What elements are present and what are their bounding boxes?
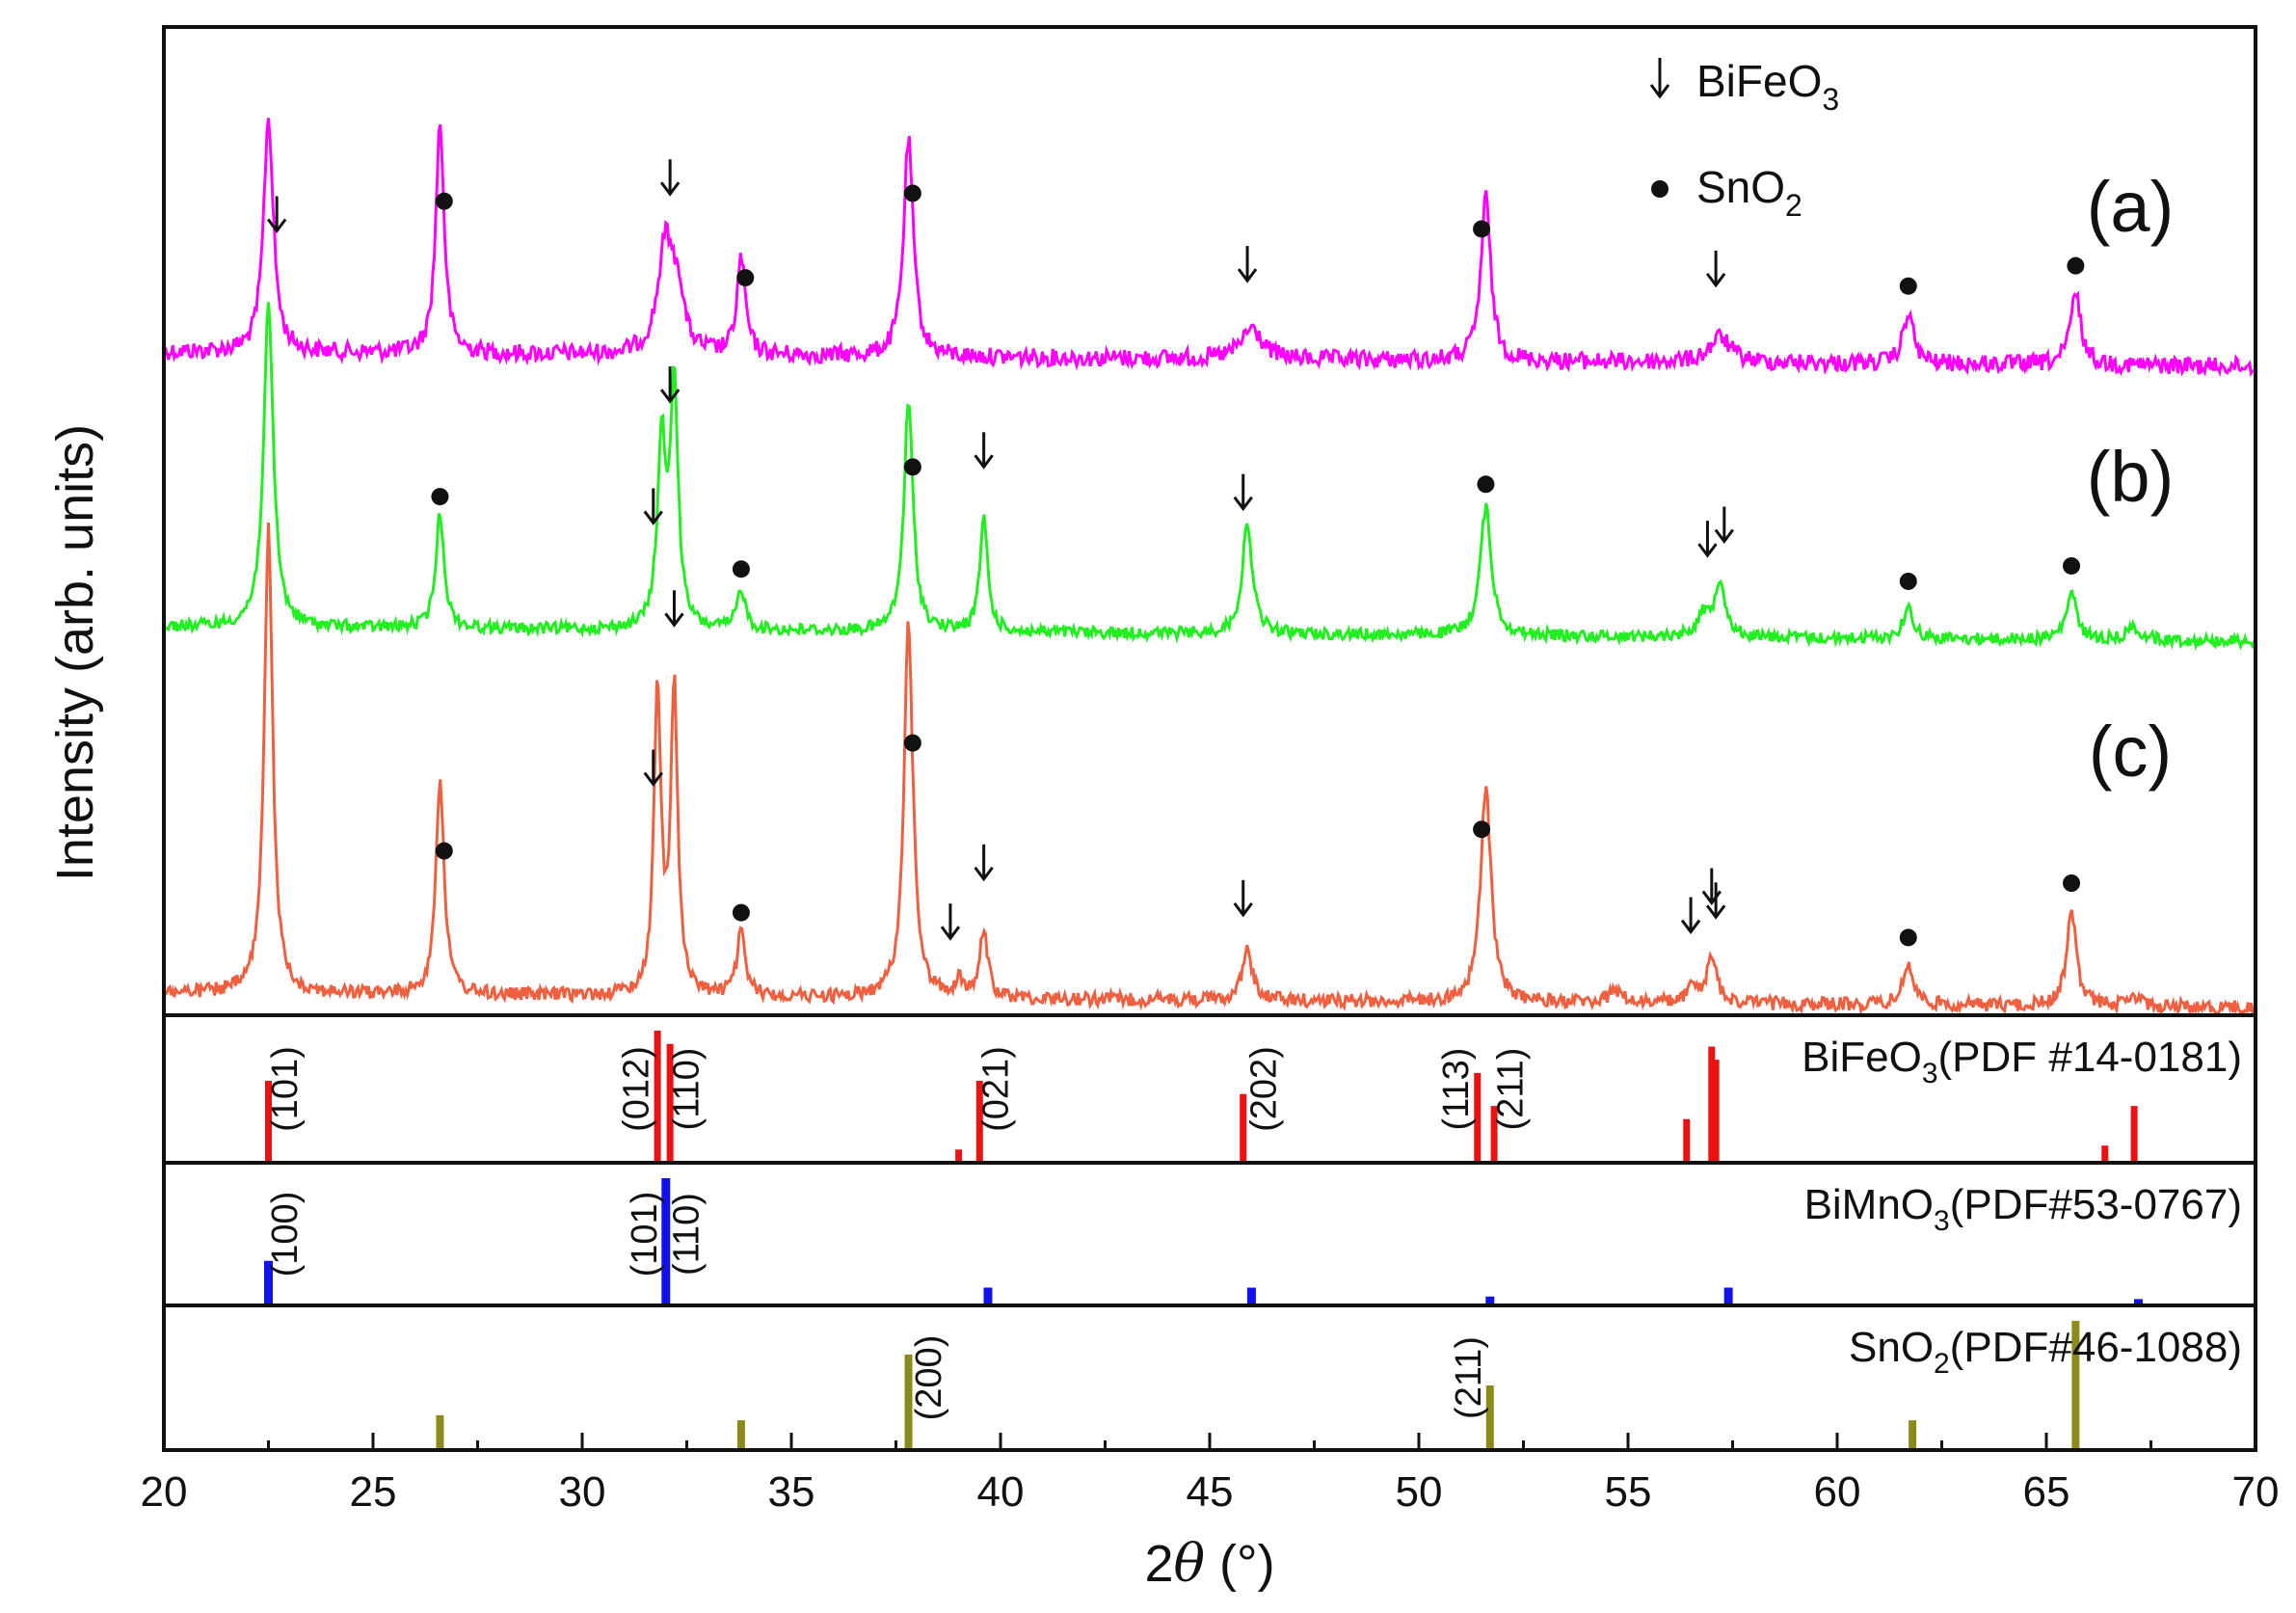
hkl-label: (100) xyxy=(265,1192,306,1277)
x-tick-label: 55 xyxy=(1605,1468,1652,1516)
bifeo3-arrow-icon xyxy=(643,749,663,788)
sno2-dot-icon xyxy=(2063,556,2081,575)
bifeo3-arrow-icon xyxy=(1697,521,1718,558)
hkl-label: (200) xyxy=(909,1335,949,1421)
sno2-dot-icon xyxy=(1477,475,1495,494)
reference-title: SnO2(PDF#46-1088) xyxy=(1849,1324,2242,1380)
hkl-label: (101) xyxy=(625,1192,665,1277)
bifeo3-arrow-icon xyxy=(659,366,681,404)
sno2-dot-icon xyxy=(732,560,750,578)
sno2-dot-icon xyxy=(2067,256,2085,275)
sno2-dot-icon xyxy=(2063,874,2081,893)
sample-label: (a) xyxy=(2087,167,2174,247)
sno2-dot-icon xyxy=(1899,572,1917,590)
x-tick-label: 50 xyxy=(1396,1468,1443,1516)
bifeo3-arrow-icon xyxy=(1680,897,1701,935)
sno2-dot-icon xyxy=(903,458,921,476)
legend-arrow-icon xyxy=(1649,58,1670,99)
bifeo3-arrow-icon xyxy=(659,159,681,197)
bifeo3-arrow-icon xyxy=(643,488,663,525)
x-tick-label: 20 xyxy=(141,1468,188,1516)
x-tick-label: 70 xyxy=(2232,1468,2280,1516)
sample-label: (c) xyxy=(2089,712,2172,792)
hkl-label: (211) xyxy=(1490,1048,1531,1131)
sno2-dot-icon xyxy=(1473,820,1491,839)
sno2-dot-icon xyxy=(1899,277,1917,295)
reference-title: BiFeO3(PDF #14-0181) xyxy=(1802,1034,2242,1089)
legend-entry: SnO2 xyxy=(1696,162,1802,223)
series-line-0 xyxy=(162,118,2256,378)
x-tick-label: 60 xyxy=(1814,1468,1861,1516)
hkl-label: (021) xyxy=(976,1046,1017,1132)
sno2-dot-icon xyxy=(732,903,750,922)
sno2-dot-icon xyxy=(435,842,453,860)
sno2-dot-icon xyxy=(903,184,921,202)
x-tick-label: 45 xyxy=(1187,1468,1234,1516)
x-tick-label: 35 xyxy=(768,1468,815,1516)
sno2-dot-icon xyxy=(431,488,449,506)
x-tick-label: 25 xyxy=(350,1468,397,1516)
hkl-label: (202) xyxy=(1243,1046,1284,1132)
x-tick-label: 40 xyxy=(977,1468,1025,1516)
hkl-label: (110) xyxy=(667,1048,707,1131)
y-axis-title: Intensity (arb. units) xyxy=(46,424,104,881)
bifeo3-arrow-icon xyxy=(1233,879,1253,918)
bifeo3-arrow-icon xyxy=(974,844,994,882)
bifeo3-arrow-icon xyxy=(1233,473,1253,512)
sno2-dot-icon xyxy=(435,192,453,210)
bifeo3-arrow-icon xyxy=(1705,250,1726,288)
bifeo3-arrow-icon xyxy=(1701,868,1722,905)
legend-entry: BiFeO3 xyxy=(1696,56,1839,117)
x-tick-label: 65 xyxy=(2023,1468,2070,1516)
sno2-dot-icon xyxy=(903,734,921,752)
hkl-label: (113) xyxy=(1436,1048,1477,1131)
sno2-dot-icon xyxy=(1473,220,1491,238)
sno2-dot-icon xyxy=(1899,928,1917,947)
bifeo3-arrow-icon xyxy=(1714,506,1735,544)
bifeo3-arrow-icon xyxy=(266,196,287,233)
hkl-label: (211) xyxy=(1449,1336,1489,1419)
bifeo3-arrow-icon xyxy=(1237,246,1258,283)
legend: BiFeO3 SnO2 xyxy=(1649,56,1839,223)
hkl-label: (110) xyxy=(667,1193,707,1276)
bifeo3-arrow-icon xyxy=(940,903,961,941)
reference-title: BiMnO3(PDF#53-0767) xyxy=(1804,1181,2242,1237)
series-line-1 xyxy=(162,302,2256,652)
legend-dot-icon xyxy=(1651,180,1669,198)
hkl-label: (101) xyxy=(265,1046,306,1132)
hkl-label: (012) xyxy=(616,1046,656,1132)
bifeo3-arrow-icon xyxy=(974,432,994,470)
x-tick-label: 30 xyxy=(559,1468,606,1516)
bifeo3-arrow-icon xyxy=(664,590,684,628)
sample-label: (b) xyxy=(2087,437,2174,517)
bifeo3-arrow-icon xyxy=(1705,882,1726,920)
series-line-2 xyxy=(163,523,2257,1017)
x-axis-title: 2θ (°) xyxy=(1144,1533,1274,1594)
sno2-dot-icon xyxy=(736,269,755,287)
